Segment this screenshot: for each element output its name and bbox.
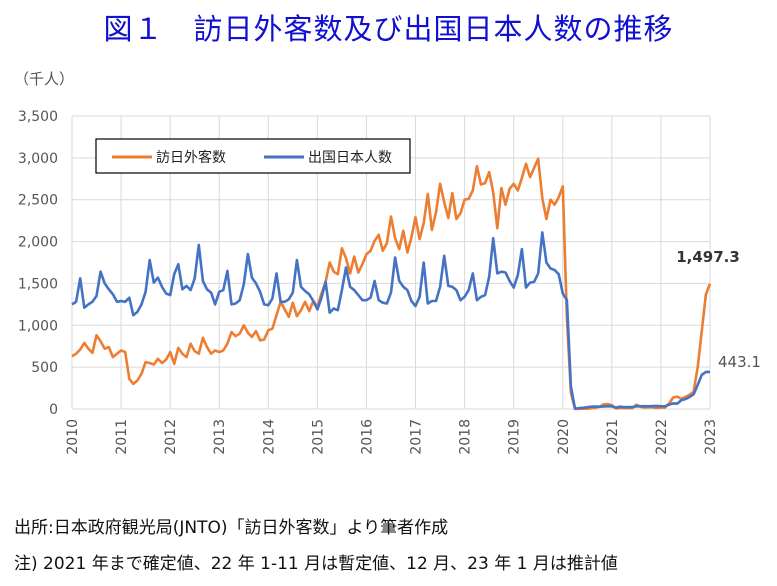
series-lines [71,157,712,411]
x-tick-label: 2010 [65,419,81,455]
y-axis-ticks: 0 500 1,000 1,500 2,000 2,500 3,000 3,500 [18,109,58,418]
series-line-departures [71,231,710,411]
legend-label: 訪日外客数 [156,149,226,166]
legend: 訪日外客数 出国日本人数 [95,138,411,174]
chart-title: 図１ 訪日外客数及び出国日本人数の推移 [103,12,674,46]
source-note: 出所:日本政府観光局(JNTO)「訪日外客数」より筆者作成 [14,518,449,538]
footnote: 注) 2021 年まで確定値、22 年 1-11 月は暫定値、12 月、23 年… [14,554,618,574]
x-tick-label: 2018 [458,419,474,455]
x-tick-label: 2017 [409,419,425,455]
x-tick-label: 2013 [212,419,228,455]
x-axis-ticks: 2010 2011 2012 2013 2014 2015 2016 2017 2018 2019… [65,419,719,455]
x-tick-label: 2021 [605,419,621,455]
x-tick-label: 2015 [310,419,326,455]
x-tick-label: 2019 [507,419,523,455]
x-tick-label: 2014 [261,419,277,455]
end-labels: 1,497.3 443.1 [676,248,761,371]
x-tick-label: 2022 [654,419,670,455]
end-label-visitors: 1,497.3 [676,248,740,266]
y-tick-label: 3,000 [18,151,58,167]
y-axis-unit-label: （千人） [14,70,75,88]
y-tick-label: 0 [49,402,58,418]
series-line-visitors [71,157,712,411]
y-tick-label: 2,500 [18,193,58,209]
end-label-departures: 443.1 [718,353,761,371]
x-tick-label: 2023 [703,419,719,455]
x-tick-label: 2011 [114,419,130,455]
y-tick-label: 2,000 [18,235,58,251]
x-tick-label: 2012 [163,419,179,455]
y-tick-label: 500 [31,360,58,376]
y-tick-label: 1,500 [18,276,58,292]
y-tick-label: 3,500 [18,109,58,125]
legend-label: 出国日本人数 [308,150,392,166]
x-tick-label: 2020 [556,419,572,455]
y-tick-label: 1,000 [18,318,58,334]
x-tick-label: 2016 [359,419,375,455]
